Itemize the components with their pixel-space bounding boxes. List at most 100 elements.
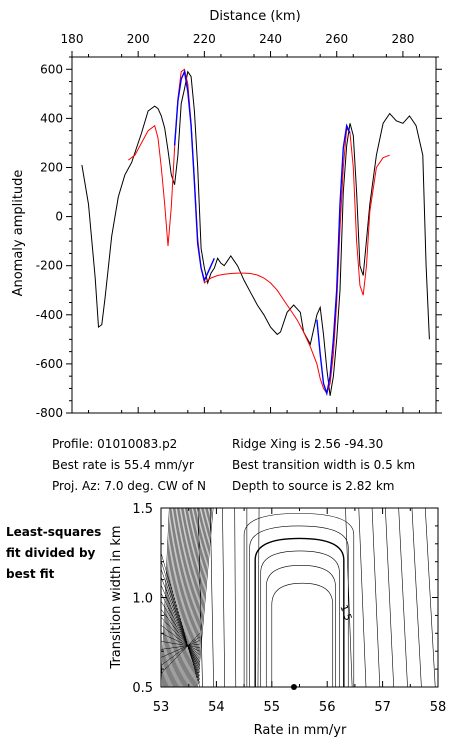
contour-line (185, 508, 199, 687)
contour-y-tick-label: 0.5 (132, 681, 153, 696)
contour-loop (254, 537, 345, 687)
contour-frame (160, 507, 439, 688)
contour-line (161, 643, 200, 650)
contour-line (358, 508, 367, 687)
contour-x-axis-label: Rate in mm/yr (254, 723, 347, 738)
contour-line (257, 508, 260, 687)
contour-line (171, 508, 183, 687)
x-tick-label: 260 (325, 32, 348, 46)
contour-line (196, 508, 213, 687)
contour-line (180, 508, 194, 687)
contour-line (169, 508, 181, 687)
y-tick-label: 200 (40, 160, 63, 174)
contour-line (161, 633, 200, 652)
fit_window-series-line (316, 123, 351, 397)
contour-line (191, 508, 207, 687)
x-tick-label: 280 (391, 32, 414, 46)
contour-line (161, 584, 201, 673)
ridge-crossing-label: Ridge Xing is 2.56 -94.30 (232, 437, 384, 451)
contour-line (161, 592, 201, 670)
contour-line (385, 508, 394, 687)
anomaly-chart: Distance (km) Anomaly amplitude 180 200 22… (11, 9, 442, 420)
contour-line (161, 576, 201, 677)
fit-description-line-3: best fit (6, 567, 55, 581)
best-fit-point (290, 684, 297, 690)
contour-line (161, 640, 200, 658)
contour-line (411, 508, 422, 687)
contour-y-tick-label: 1.5 (132, 502, 153, 517)
contour-line (161, 600, 200, 666)
contour-line (371, 508, 381, 687)
misfit-contour-chart: 1.5 53 54 55 56 57 580.51.01.5 Rate in mm/yr … (109, 502, 447, 738)
contour-x-tick-label: 54 (208, 700, 225, 715)
fit-description-line-1: Least-squares (6, 525, 102, 539)
contour-x-tick-label: 55 (264, 700, 281, 715)
contour-line (234, 508, 237, 687)
contour-line (172, 508, 185, 687)
contour-line (161, 636, 200, 666)
contour-line (190, 508, 206, 687)
x-tick-label: 200 (127, 32, 150, 46)
y-tick-label: -600 (36, 357, 63, 371)
y-tick-label: 0 (55, 210, 63, 224)
depth-label: Depth to source is 2.82 km (232, 479, 395, 493)
fit-description-line-2: fit divided by (6, 546, 96, 560)
fit-description: Least-squares fit divided by best fit (6, 522, 101, 585)
x-tick-label: 180 (61, 32, 84, 46)
contour-line (161, 608, 200, 663)
projection-azimuth-label: Proj. Az: 7.0 deg. CW of N (52, 479, 206, 493)
contour-line (182, 508, 197, 687)
contour-x-tick-label: 53 (153, 700, 170, 715)
contour-line (162, 508, 173, 687)
contour-line (197, 508, 203, 687)
observed-series-line (81, 70, 430, 396)
contour-loop (243, 513, 355, 687)
contour-line (424, 508, 436, 687)
contour-x-tick-label: 57 (374, 700, 391, 715)
contour-line (184, 508, 198, 687)
contour-line (178, 508, 191, 687)
x-tick-label: 240 (259, 32, 282, 46)
contour-y-axis-label: Transition width in km (109, 525, 124, 669)
contour-line (195, 508, 211, 687)
model-series-line (128, 68, 390, 395)
contour-line (345, 508, 353, 687)
contour-x-tick-label: 58 (430, 700, 447, 715)
y-tick-label: -800 (36, 406, 63, 420)
contour-line (210, 508, 214, 687)
contour-line (174, 508, 186, 687)
contour-loop (249, 525, 349, 687)
contour-line (222, 508, 226, 687)
y-axis-label: Anomaly amplitude (11, 170, 26, 297)
contour-line (181, 508, 195, 687)
plot-frame (71, 56, 437, 414)
contour-loop (265, 564, 336, 687)
contour-line (179, 508, 193, 687)
contour-line (193, 508, 210, 687)
best-width-label: Best transition width is 0.5 km (232, 458, 416, 472)
fit_window-series-line (173, 69, 215, 283)
contour-line (161, 560, 201, 684)
contour-line (161, 552, 201, 687)
y-tick-label: -200 (36, 259, 63, 273)
best-rate-label: Best rate is 55.4 mm/yr (52, 458, 194, 472)
contour-line (165, 508, 175, 687)
contour-line (161, 633, 200, 674)
contour-loop (260, 550, 340, 687)
contour-line (398, 508, 408, 687)
contour-x-tick-label: 56 (319, 700, 336, 715)
top-x-axis-label: Distance (km) (209, 9, 300, 24)
contour-line (161, 568, 201, 680)
contour-line (176, 508, 189, 687)
y-tick-label: -400 (36, 308, 63, 322)
contour-value-label: 1.5 (337, 604, 353, 623)
contour-line (161, 617, 200, 659)
contour-line (186, 508, 201, 687)
y-tick-label: 600 (40, 62, 63, 76)
contour-line (177, 508, 190, 687)
x-tick-label: 220 (193, 32, 216, 46)
contour-y-tick-label: 1.0 (132, 592, 153, 607)
contour-line (161, 641, 200, 648)
y-tick-label: 400 (40, 111, 63, 125)
profile-label: Profile: 01010083.p2 (52, 437, 178, 451)
